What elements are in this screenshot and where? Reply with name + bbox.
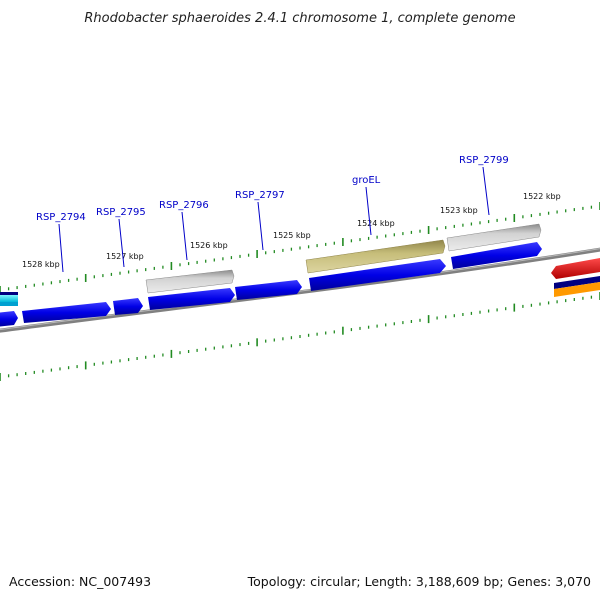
- svg-text:RSP_2795[interactable]: RSP_2795: [96, 207, 146, 218]
- feature-red-right[interactable]: [551, 258, 600, 279]
- kbp-label-1522: 1522 kbp: [523, 192, 561, 201]
- feature-orange-right[interactable]: [554, 282, 600, 297]
- gene-label-rsp-2794[interactable]: RSP_2794: [36, 212, 86, 273]
- gene-label-rsp-2799[interactable]: RSP_2799: [459, 155, 509, 216]
- feature-grey-rsp-2799[interactable]: [446, 223, 542, 252]
- svg-text:groEL[interactable]: groEL: [352, 175, 381, 186]
- gene-label-rsp-2795[interactable]: RSP_2795: [96, 207, 146, 268]
- feature-navy-right[interactable]: [554, 276, 600, 289]
- svg-text:RSP_2794[interactable]: RSP_2794: [36, 212, 86, 223]
- kbp-label-1525: 1525 kbp: [273, 231, 311, 240]
- svg-text:RSP_2796[interactable]: RSP_2796: [159, 200, 209, 211]
- cds-rsp-2794[interactable]: [22, 302, 111, 323]
- feature-navy-left[interactable]: [0, 292, 18, 295]
- feature-cyan-left[interactable]: [0, 295, 18, 302]
- accession-text: Accession: NC_007493: [9, 574, 151, 589]
- map-title: Rhodobacter sphaeroides 2.4.1 chromosome…: [84, 11, 515, 26]
- outer-tick-track: [0, 202, 600, 294]
- gene-label-rsp-2797[interactable]: RSP_2797: [235, 190, 285, 251]
- inner-tick-track: [0, 292, 600, 381]
- kbp-label-1523: 1523 kbp: [440, 206, 478, 215]
- feature-groel[interactable]: [305, 239, 446, 274]
- kbp-label-1528: 1528 kbp: [22, 260, 60, 269]
- cds-rsp-2795[interactable]: [113, 298, 143, 315]
- svg-text:RSP_2797[interactable]: RSP_2797: [235, 190, 285, 201]
- cds-rsp-2796[interactable]: [148, 288, 235, 310]
- feature-teal-left[interactable]: [0, 302, 18, 306]
- kbp-label-1526: 1526 kbp: [190, 241, 228, 250]
- feature-grey-rsp-2796[interactable]: [145, 269, 235, 294]
- gene-label-rsp-2796[interactable]: RSP_2796: [159, 200, 209, 261]
- cds-arrow-left-edge[interactable]: [0, 311, 18, 327]
- chromosome-backbone: [0, 247, 600, 333]
- cds-rsp-2799[interactable]: [451, 242, 542, 269]
- cds-rsp-2797[interactable]: [235, 280, 302, 300]
- svg-text:RSP_2799[interactable]: RSP_2799: [459, 155, 509, 166]
- kbp-label-1527: 1527 kbp: [106, 252, 144, 261]
- cds-groel[interactable]: [309, 259, 446, 291]
- kbp-label-1524: 1524 kbp: [357, 219, 395, 228]
- genome-summary-text: Topology: circular; Length: 3,188,609 bp…: [247, 574, 591, 589]
- gene-label-groel[interactable]: groEL: [352, 175, 381, 236]
